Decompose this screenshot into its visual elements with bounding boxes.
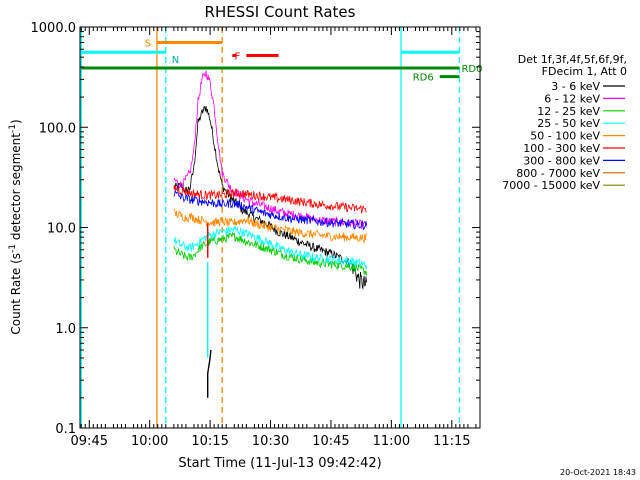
series-line bbox=[207, 349, 212, 398]
legend-label: 100 - 300 keV bbox=[523, 142, 600, 155]
y-tick-label: 100.0 bbox=[39, 121, 76, 136]
flag-bar-label: RD6 bbox=[413, 73, 434, 84]
flag-bar-label: S bbox=[145, 39, 151, 50]
vertical-event-lines bbox=[80, 27, 461, 428]
y-axis-label-close: ) bbox=[9, 119, 23, 124]
series-line bbox=[173, 189, 367, 231]
y-axis-label: Count Rate (s-1 detector segment-1) bbox=[8, 119, 23, 334]
x-tick-label: 11:15 bbox=[433, 434, 470, 449]
legend-label: 7000 - 15000 keV bbox=[502, 179, 600, 192]
flag-bar-label: F bbox=[235, 51, 241, 62]
y-tick-label: 10.0 bbox=[47, 222, 76, 237]
legend-label: 25 - 50 keV bbox=[537, 117, 600, 130]
x-tick-label: 10:00 bbox=[131, 434, 168, 449]
series-lines bbox=[173, 70, 367, 398]
y-axis-ticks: 1000.0 100.0 10.0 1.0 0.1 bbox=[31, 21, 480, 437]
legend-label: 12 - 25 keV bbox=[537, 105, 600, 118]
x-tick-label: 11:00 bbox=[373, 434, 410, 449]
y-axis-label-sup: -1 bbox=[8, 244, 18, 253]
legend: Det 1f,3f,4f,5f,6f,9f,FDecim 1, Att 0 3 -… bbox=[502, 53, 627, 192]
x-tick-label: 10:45 bbox=[312, 434, 349, 449]
legend-label: 50 - 100 keV bbox=[530, 130, 600, 143]
attenuator-flag-bars: S N F RD0 RD6 bbox=[81, 39, 482, 84]
legend-label: 6 - 12 keV bbox=[544, 92, 600, 105]
y-tick-label: 1000.0 bbox=[31, 21, 77, 36]
x-axis-ticks: 09:45 10:00 10:15 10:30 10:45 11:00 11:15 bbox=[71, 27, 481, 449]
legend-label: 800 - 7000 keV bbox=[516, 167, 600, 180]
chart-title: RHESSI Count Rates bbox=[205, 3, 356, 21]
y-axis-label-sup2: -1 bbox=[8, 124, 18, 133]
x-tick-label: 09:45 bbox=[71, 434, 108, 449]
series-line bbox=[173, 185, 367, 214]
legend-label: 300 - 800 keV bbox=[523, 154, 600, 167]
x-tick-label: 10:15 bbox=[191, 434, 228, 449]
legend-header: Det 1f,3f,4f,5f,6f,9f, bbox=[518, 53, 627, 66]
x-axis-label: Start Time (11-Jul-13 09:42:42) bbox=[178, 456, 381, 471]
flag-bar-label: N bbox=[172, 55, 179, 66]
x-tick-label: 10:30 bbox=[252, 434, 289, 449]
flag-bar-label: RD0 bbox=[461, 64, 482, 75]
footer-timestamp: 20-Oct-2021 18:43 bbox=[560, 468, 636, 477]
legend-header: FDecim 1, Att 0 bbox=[542, 65, 627, 78]
y-tick-label: 1.0 bbox=[55, 322, 76, 337]
y-tick-label: 0.1 bbox=[55, 422, 76, 437]
y-axis-label-main: Count Rate (s bbox=[9, 253, 23, 335]
legend-label: 3 - 6 keV bbox=[551, 80, 600, 93]
y-axis-label-rest: detector segment bbox=[9, 133, 23, 244]
